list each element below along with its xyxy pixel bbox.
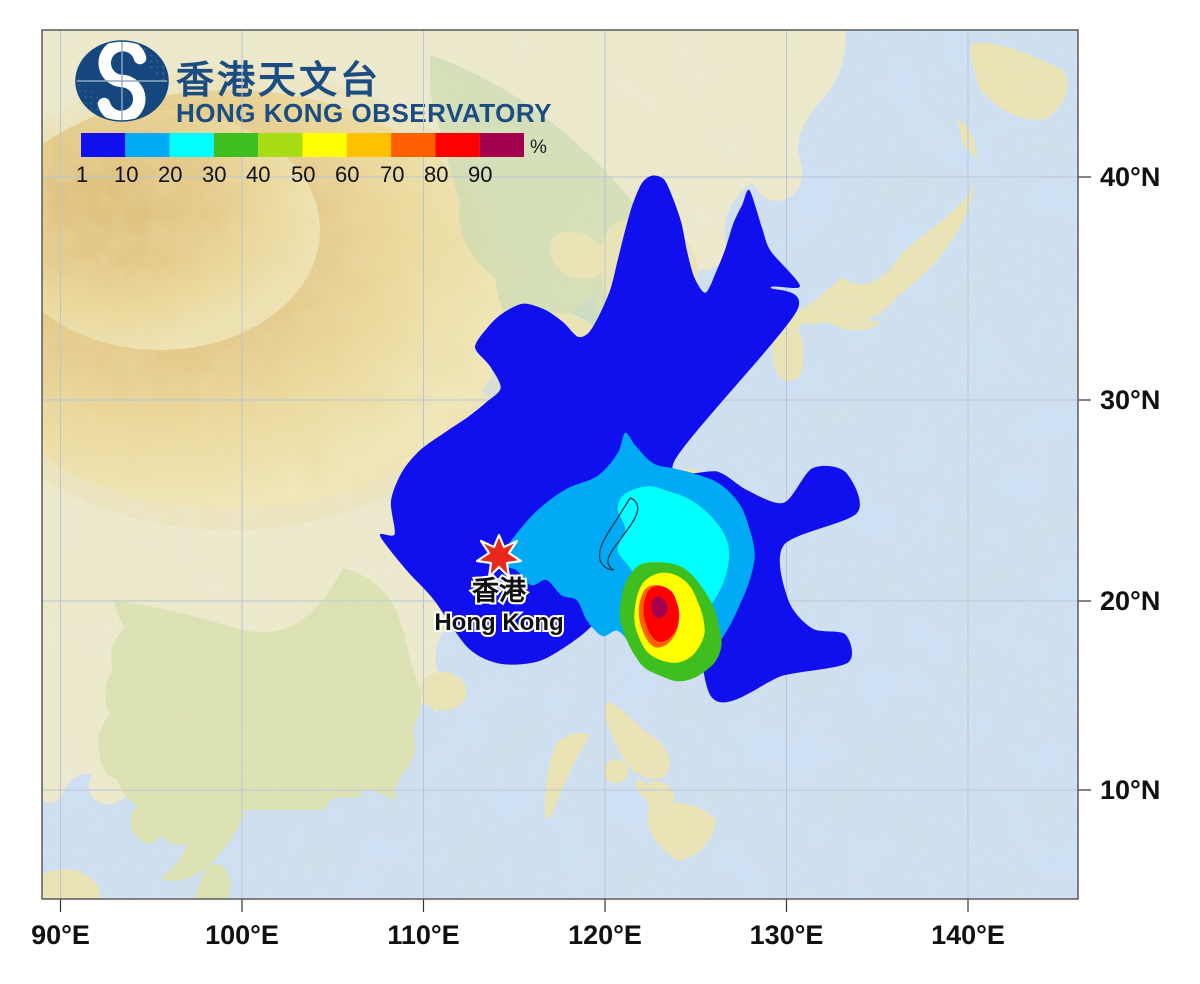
svg-text:70: 70 (380, 162, 404, 187)
svg-text:1: 1 (76, 162, 88, 187)
svg-text:140°E: 140°E (931, 920, 1005, 950)
svg-text:50: 50 (291, 162, 315, 187)
svg-text:Hong Kong: Hong Kong (434, 609, 563, 636)
svg-text:20: 20 (158, 162, 182, 187)
svg-text:110°E: 110°E (387, 920, 459, 950)
svg-text:90: 90 (468, 162, 492, 187)
svg-text:90°E: 90°E (31, 920, 90, 950)
svg-text:%: % (530, 137, 547, 158)
svg-text:香港: 香港 (472, 576, 527, 606)
svg-text:30: 30 (202, 162, 226, 187)
svg-text:20°N: 20°N (1100, 586, 1160, 616)
svg-text:30°N: 30°N (1100, 385, 1160, 415)
svg-text:HONG KONG OBSERVATORY: HONG KONG OBSERVATORY (176, 98, 552, 128)
svg-text:10: 10 (114, 162, 138, 187)
svg-text:80: 80 (424, 162, 448, 187)
svg-text:130°E: 130°E (750, 920, 824, 950)
svg-text:60: 60 (335, 162, 359, 187)
svg-text:100°E: 100°E (205, 920, 279, 950)
svg-text:40°N: 40°N (1100, 162, 1160, 192)
svg-text:香港天文台: 香港天文台 (176, 60, 381, 102)
svg-text:120°E: 120°E (568, 920, 642, 950)
svg-text:10°N: 10°N (1100, 775, 1160, 805)
svg-text:40: 40 (246, 162, 270, 187)
